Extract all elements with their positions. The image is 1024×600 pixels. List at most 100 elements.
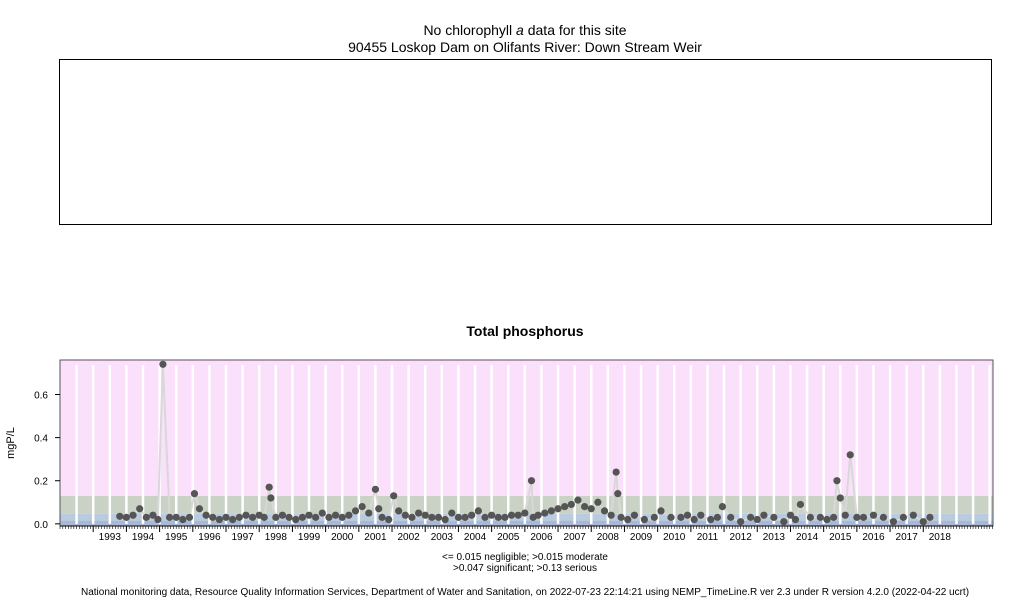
data-point: [292, 515, 300, 524]
data-point: [718, 502, 726, 511]
band-moderate: [60, 513, 993, 521]
data-point: [179, 515, 187, 524]
data-point: [859, 513, 868, 521]
data-point: [753, 515, 761, 524]
data-point: [667, 513, 675, 521]
data-point: [190, 490, 199, 498]
band-serious: [60, 360, 993, 496]
data-point: [697, 511, 705, 519]
x-tick-label: 2015: [829, 532, 852, 543]
x-tick-label: 2013: [763, 532, 786, 543]
data-point: [428, 513, 436, 521]
data-point: [474, 507, 482, 515]
title-suffix: data for this site: [527, 22, 627, 38]
data-point: [331, 511, 340, 519]
data-point: [285, 513, 293, 521]
data-point: [358, 502, 366, 511]
data-point: [547, 507, 556, 515]
data-point: [879, 513, 888, 521]
data-point: [909, 511, 917, 519]
x-tick-label: 1999: [298, 532, 321, 543]
x-tick-label: 2018: [929, 532, 952, 543]
y-axis: 0.0 0.2 0.4 0.6: [34, 390, 60, 531]
site-title: 90455 Loskop Dam on Olifants River: Down…: [348, 39, 702, 55]
data-point: [318, 509, 326, 517]
credit-line: National monitoring data, Resource Quali…: [80, 587, 970, 598]
data-point: [371, 485, 380, 493]
empty-chlorophyll-panel: [59, 59, 992, 225]
data-point: [305, 511, 313, 519]
data-point: [441, 515, 449, 524]
data-point: [265, 483, 273, 491]
x-tick-label: 2001: [364, 532, 387, 543]
x-tick-label: 2010: [663, 532, 686, 543]
data-point: [899, 513, 907, 521]
data-point: [836, 494, 844, 502]
chart-title: No chlorophyll a data for this site: [0, 22, 1024, 38]
data-point: [707, 515, 715, 524]
data-point: [507, 511, 516, 519]
data-point: [534, 511, 542, 519]
data-point: [713, 513, 722, 521]
data-point: [129, 511, 137, 519]
data-point: [385, 515, 393, 524]
title-prefix: No chlorophyll: [423, 22, 513, 38]
x-tick-label: 1997: [231, 532, 254, 543]
data-point: [142, 513, 150, 521]
x-tick-label: 2004: [464, 532, 487, 543]
phosphorus-chart-title: Total phosphorus: [466, 323, 584, 339]
y-tick-label: 0.6: [34, 390, 48, 401]
data-point: [149, 511, 157, 519]
data-point: [154, 515, 162, 524]
data-point: [260, 513, 268, 521]
data-point: [657, 507, 665, 515]
x-tick-label: 2017: [896, 532, 919, 543]
data-point: [136, 505, 144, 513]
data-point: [607, 511, 615, 519]
data-point: [567, 500, 575, 509]
data-point: [365, 509, 373, 517]
data-point: [617, 513, 625, 521]
data-point: [421, 511, 429, 519]
data-point: [791, 515, 800, 524]
x-tick-label: 2012: [730, 532, 753, 543]
x-tick-label: 1998: [265, 532, 288, 543]
data-point: [521, 509, 529, 517]
data-point: [494, 513, 502, 521]
data-point: [122, 513, 131, 521]
data-point: [488, 511, 496, 519]
data-point: [830, 513, 838, 521]
data-point: [375, 505, 383, 513]
title-italic: a: [516, 22, 524, 38]
data-point: [600, 507, 609, 515]
x-tick-label: 2000: [331, 532, 354, 543]
y-tick-label: 0.2: [34, 477, 48, 488]
data-point: [195, 505, 204, 513]
data-point: [806, 513, 814, 521]
data-point: [390, 492, 398, 500]
data-point: [209, 513, 217, 521]
data-point: [780, 518, 788, 526]
data-point: [833, 477, 841, 485]
data-point: [345, 511, 353, 519]
data-point: [770, 513, 778, 521]
data-point: [248, 513, 257, 521]
data-point: [630, 511, 639, 519]
data-point: [165, 513, 174, 521]
data-point: [587, 505, 595, 513]
data-point: [594, 498, 602, 506]
data-point: [853, 513, 861, 521]
data-point: [624, 515, 632, 524]
data-point: [823, 515, 831, 524]
data-point: [796, 500, 805, 509]
data-point: [272, 513, 280, 521]
data-point: [185, 513, 194, 521]
data-point: [846, 451, 854, 459]
data-point: [351, 507, 360, 515]
x-tick-label: 2007: [564, 532, 587, 543]
data-point: [640, 515, 648, 524]
x-tick-label: 2011: [697, 532, 719, 543]
data-point: [434, 513, 443, 521]
data-point: [414, 509, 423, 517]
x-tick-label: 2016: [862, 532, 885, 543]
